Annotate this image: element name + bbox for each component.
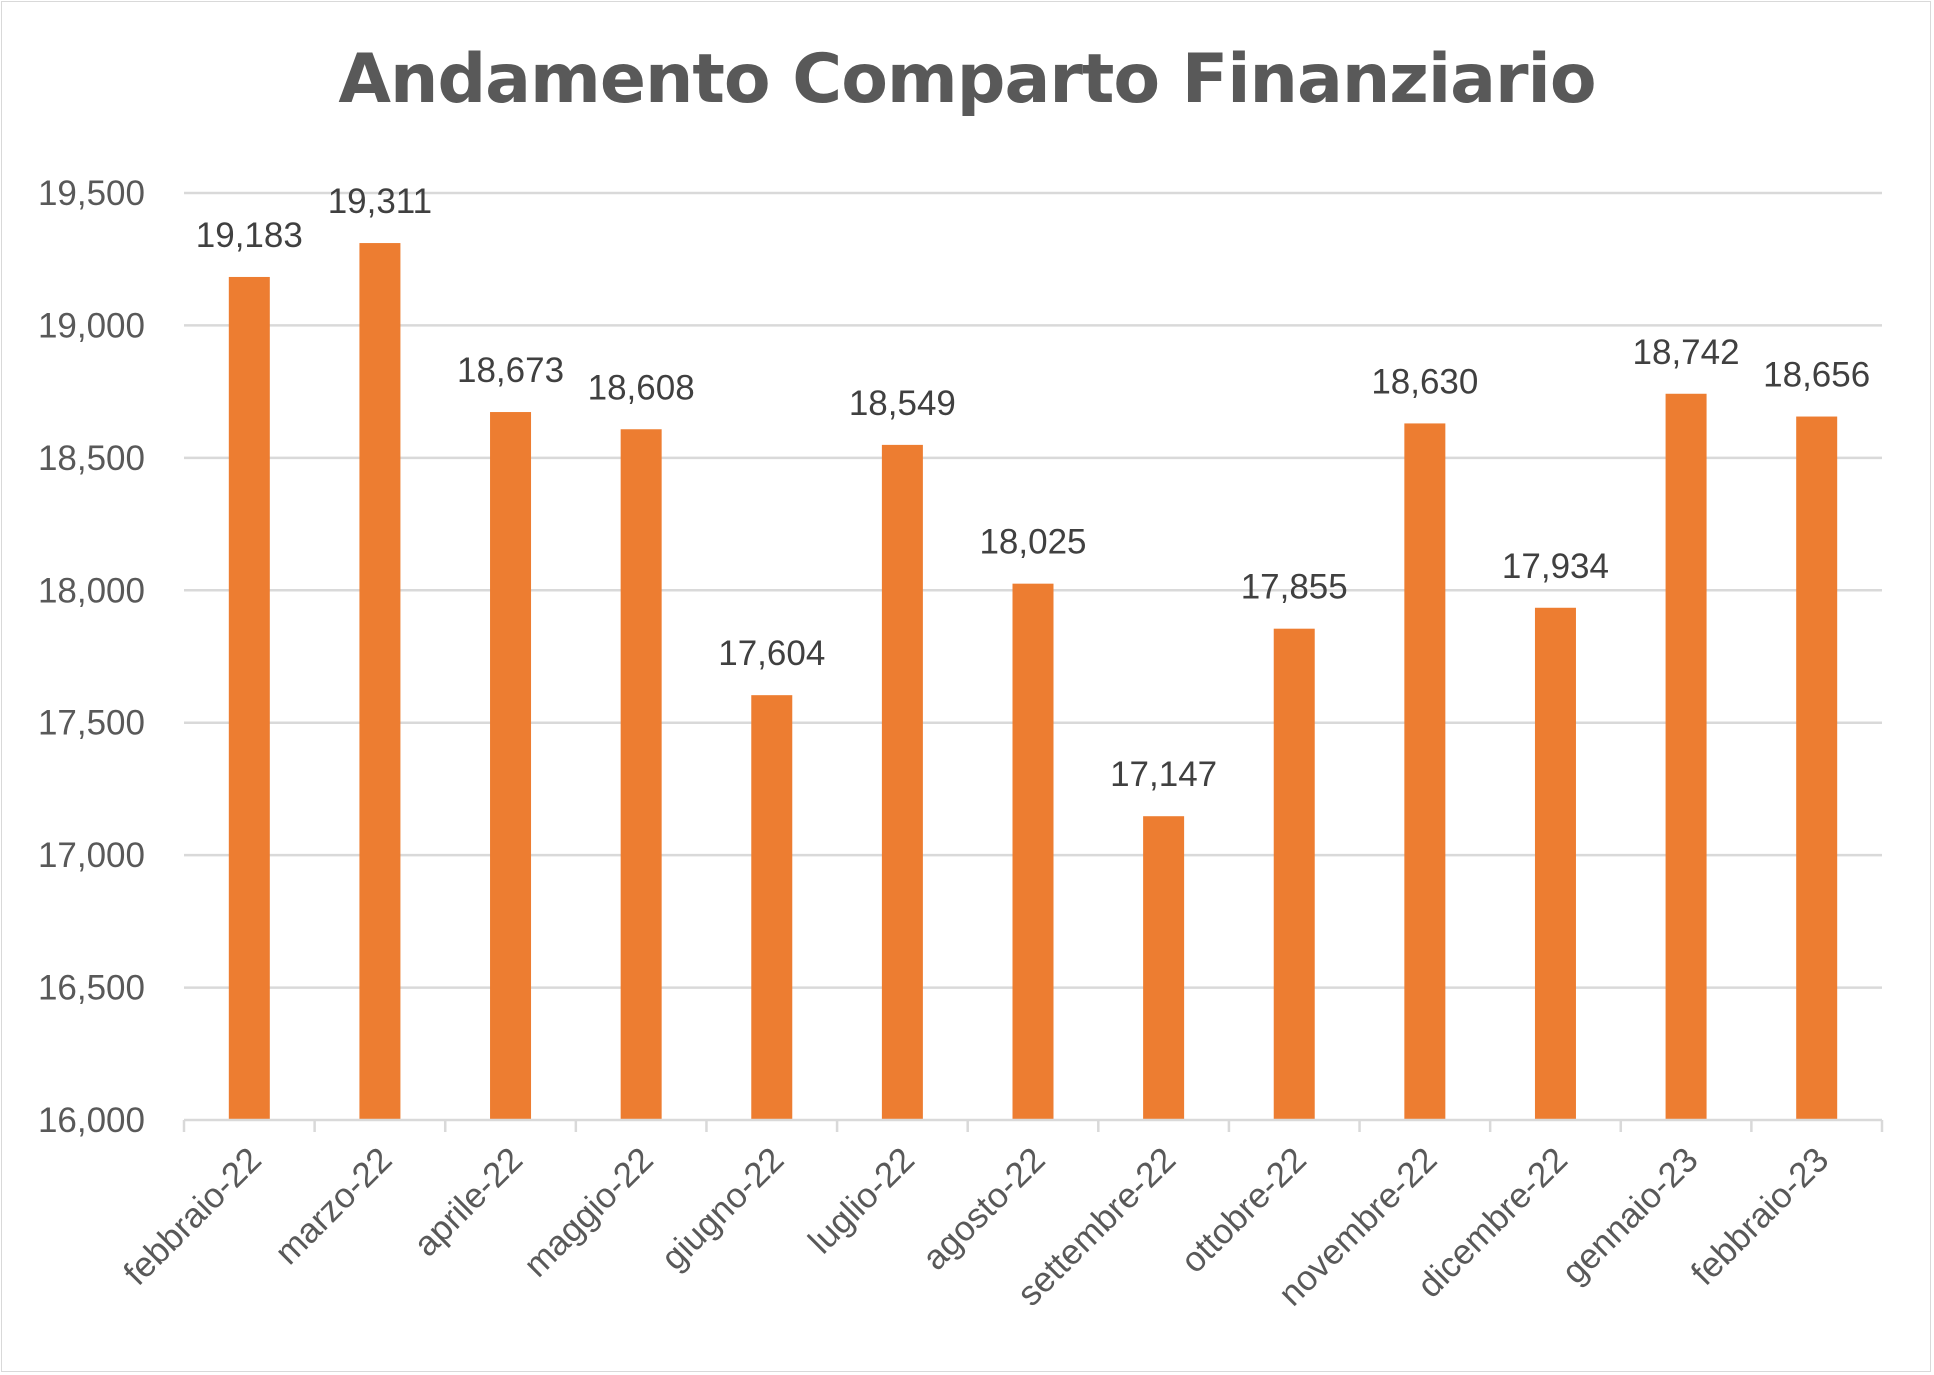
bar	[1534, 607, 1576, 1120]
bar	[751, 695, 793, 1120]
x-tick-label: gennaio-23	[1554, 1140, 1705, 1291]
x-tick-label: luglio-22	[801, 1140, 922, 1261]
x-tick-label: febbraio-22	[116, 1140, 269, 1293]
bar	[1404, 423, 1446, 1120]
x-tick-label: febbraio-23	[1684, 1140, 1837, 1293]
data-label: 18,025	[979, 523, 1086, 562]
bar	[228, 276, 270, 1120]
data-labels: 19,183 19,311 18,673 18,608 17,604 18,549 18,0…	[196, 182, 1870, 794]
x-tick-label: aprile-22	[406, 1140, 530, 1264]
bar	[1665, 393, 1707, 1120]
y-tick-label: 17,500	[38, 704, 145, 743]
y-tick-label: 18,500	[38, 439, 145, 478]
bar	[490, 412, 532, 1120]
data-label: 18,549	[849, 384, 956, 423]
y-axis-tick-labels: 16,000 16,500 17,000 17,500 18,000 18,500 19,0…	[38, 174, 145, 1140]
data-label: 17,604	[718, 634, 825, 673]
x-tick-label: ottobre-22	[1173, 1140, 1313, 1280]
data-label: 18,673	[457, 351, 564, 390]
y-tick-label: 19,500	[38, 174, 145, 213]
data-label: 17,934	[1502, 547, 1609, 586]
data-label: 19,311	[328, 182, 432, 221]
x-tick-label: agosto-22	[915, 1140, 1053, 1278]
data-label: 17,147	[1110, 755, 1217, 794]
data-label: 18,608	[588, 368, 695, 407]
y-tick-label: 16,000	[38, 1101, 145, 1140]
bar	[881, 444, 923, 1120]
data-label: 19,183	[196, 216, 303, 255]
chart-title: Andamento Comparto Finanziario	[338, 40, 1596, 119]
bar	[620, 429, 662, 1120]
data-label: 17,855	[1241, 568, 1348, 607]
bar	[1273, 628, 1315, 1120]
x-tick-label: marzo-22	[267, 1140, 399, 1272]
data-label: 18,742	[1633, 333, 1740, 372]
bar	[1796, 416, 1838, 1120]
bar	[1012, 583, 1054, 1120]
bar	[359, 243, 401, 1121]
bar	[1143, 816, 1185, 1120]
y-tick-label: 18,000	[38, 571, 145, 610]
x-tick-label: maggio-22	[516, 1140, 661, 1285]
y-tick-label: 19,000	[38, 306, 145, 345]
y-tick-label: 16,500	[38, 969, 145, 1008]
x-tick-label: giugno-22	[654, 1140, 792, 1278]
bars	[228, 243, 1838, 1121]
data-label: 18,656	[1763, 356, 1870, 395]
data-label: 18,630	[1371, 362, 1478, 401]
y-tick-label: 17,000	[38, 836, 145, 875]
x-axis	[182, 1118, 1884, 1132]
